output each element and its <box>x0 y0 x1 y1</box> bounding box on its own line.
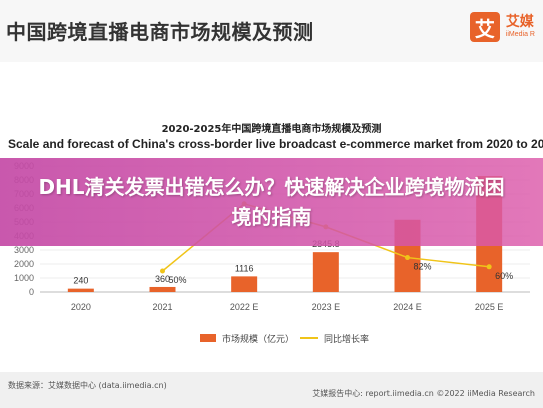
footer: 数据来源：艾媒数据中心 (data.iimedia.cn) 艾媒报告中心: re… <box>0 372 543 408</box>
y-tick-label: 0 <box>29 287 34 297</box>
bar-data-label: 360 <box>155 274 170 284</box>
y-tick-label: 3000 <box>14 245 34 255</box>
overlay-banner[interactable]: DHL清关发票出错怎么办？快速解决企业跨境物流困境的指南 <box>0 158 543 246</box>
x-tick-label: 2022 E <box>230 302 259 312</box>
banner-text: DHL清关发票出错怎么办？快速解决企业跨境物流困境的指南 <box>38 175 505 229</box>
bar <box>312 252 339 292</box>
legend-bar-label: 市场规模（亿元） <box>222 333 294 345</box>
growth-point <box>486 264 492 270</box>
y-tick-label: 2000 <box>14 259 34 269</box>
brand-name: 艾媒 <box>505 14 534 31</box>
legend-bar-swatch <box>200 334 216 342</box>
footer-report: 艾媒报告中心: report.iimedia.cn ©2022 iiMedia … <box>312 389 535 398</box>
y-tick-label: 1000 <box>14 273 34 283</box>
chart-title: 2020-2025年中国跨境直播电商市场规模及预测 <box>161 124 382 135</box>
footer-source: 数据来源：艾媒数据中心 (data.iimedia.cn) <box>8 381 167 390</box>
page-title: 中国跨境直播电商市场规模及预测 <box>6 20 314 44</box>
brand: 艾 艾媒 iiMedia R <box>469 12 535 42</box>
growth-point <box>160 268 165 274</box>
bar-data-label: 1116 <box>235 263 254 273</box>
bar-data-label: 240 <box>73 276 88 286</box>
growth-data-label: 82% <box>414 262 432 272</box>
growth-data-label: 60% <box>495 271 513 281</box>
x-tick-label: 2023 E <box>312 302 341 312</box>
x-tick-label: 2021 <box>152 302 172 312</box>
growth-point <box>405 255 410 261</box>
x-tick-label: 2025 E <box>475 302 504 312</box>
x-tick-label: 2020 <box>71 302 91 312</box>
brand-sub: iiMedia R <box>505 30 535 38</box>
bar <box>67 288 94 292</box>
header: 中国跨境直播电商市场规模及预测 艾 艾媒 iiMedia R <box>0 0 543 62</box>
chart-subtitle: Scale and forecast of China's cross-bord… <box>8 137 543 151</box>
brand-logo-icon: 艾 <box>469 12 500 42</box>
bar <box>231 276 258 292</box>
x-tick-label: 2024 E <box>393 302 422 312</box>
growth-data-label: 50% <box>169 275 187 285</box>
bar <box>149 286 176 292</box>
legend-line-label: 同比增长率 <box>324 333 369 345</box>
